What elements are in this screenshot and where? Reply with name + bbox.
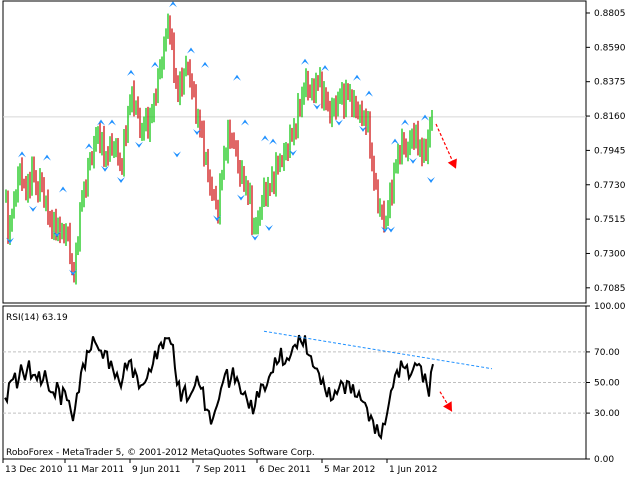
- fractal-up-marker: [85, 143, 93, 150]
- fractal-up-marker: [201, 61, 209, 68]
- fractal-down-marker: [251, 234, 259, 241]
- fractal-down-marker: [313, 103, 321, 110]
- fractal-up-marker: [169, 1, 177, 8]
- candlestick-series: [5, 13, 433, 285]
- fractal-down-marker: [381, 226, 389, 233]
- fractal-up-marker: [241, 119, 249, 126]
- price-y-tick-label: 0.8590: [594, 43, 626, 53]
- fractal-up-marker: [97, 119, 105, 126]
- fractal-up-marker: [401, 119, 409, 126]
- fractal-down-marker: [409, 157, 417, 164]
- rsi-trendline: [263, 330, 493, 370]
- rsi-forecast-arrow: [439, 391, 453, 412]
- rsi-forecast-arrow-head: [443, 401, 452, 412]
- rsi-y-axis: 100.00 70.00 50.00 30.00 0.00: [586, 302, 626, 465]
- time-tick-label: 13 Dec 2010: [5, 465, 63, 475]
- fractal-up-marker: [59, 186, 67, 193]
- time-tick-label: 9 Jun 2011: [132, 465, 180, 475]
- fractal-up-marker: [421, 114, 429, 121]
- fractal-up-marker: [353, 74, 361, 81]
- fractal-up-marker: [261, 135, 269, 142]
- time-tick-label: 7 Sep 2011: [195, 465, 246, 475]
- fractal-down-marker: [265, 224, 273, 231]
- time-tick-label: 6 Dec 2011: [259, 465, 311, 475]
- fractal-up-marker: [108, 119, 116, 126]
- fractal-markers: [6, 1, 435, 276]
- fractal-down-marker: [29, 205, 37, 212]
- fractal-up-marker: [18, 151, 26, 158]
- time-axis: 13 Dec 2010 11 Mar 2011 9 Jun 2011 7 Sep 20…: [2, 459, 437, 475]
- price-panel[interactable]: [2, 0, 587, 304]
- fractal-up-marker: [151, 61, 159, 68]
- fractal-down-marker: [213, 215, 221, 222]
- rsi-path: [4, 334, 434, 441]
- fractal-down-marker: [359, 125, 367, 132]
- fractal-down-marker: [101, 165, 109, 172]
- fractal-up-marker: [127, 69, 135, 76]
- rsi-indicator-label: RSI(14) 63.19: [6, 313, 68, 323]
- time-tick-label: 11 Mar 2011: [67, 465, 124, 475]
- rsi-resistance-trendline: [263, 330, 493, 370]
- price-y-tick-label: 0.7300: [594, 249, 626, 259]
- time-tick-label: 5 Mar 2012: [324, 465, 375, 475]
- fractal-up-marker: [233, 74, 241, 81]
- fractal-down-marker: [117, 176, 125, 183]
- fractal-down-marker: [69, 269, 77, 276]
- rsi-y-tick-label: 70.00: [594, 348, 620, 358]
- price-y-tick-label: 0.7730: [594, 181, 626, 191]
- rsi-y-tick-label: 0.00: [594, 455, 614, 465]
- time-tick-label: 1 Jun 2012: [389, 465, 437, 475]
- price-y-tick-label: 0.8160: [594, 112, 626, 122]
- fractal-up-marker: [43, 154, 51, 161]
- rsi-line: [4, 334, 434, 441]
- fractal-up-marker: [321, 65, 329, 72]
- fractal-down-marker: [193, 129, 201, 136]
- price-y-tick-label: 0.8375: [594, 78, 626, 88]
- fractal-down-marker: [53, 231, 61, 238]
- rsi-forecast-arrow-shaft: [439, 391, 453, 412]
- fractal-up-marker: [391, 138, 399, 145]
- fractal-down-marker: [173, 151, 181, 158]
- price-y-tick-label: 0.7085: [594, 284, 626, 294]
- fractal-down-marker: [6, 237, 14, 244]
- price-forecast-arrow: [435, 123, 457, 170]
- price-forecast-arrow-head: [447, 158, 457, 169]
- fractal-down-marker: [387, 226, 395, 233]
- fractal-down-marker: [289, 149, 297, 156]
- price-y-tick-label: 0.7945: [594, 146, 626, 156]
- price-y-tick-label: 0.8805: [594, 9, 626, 19]
- rsi-y-tick-label: 100.00: [594, 302, 626, 312]
- rsi-y-tick-label: 30.00: [594, 409, 620, 419]
- fractal-down-marker: [135, 141, 143, 148]
- fractal-up-marker: [301, 58, 309, 65]
- price-y-axis: 0.8805 0.8590 0.8375 0.8160 0.7945 0.7730 0.75…: [586, 9, 626, 294]
- rsi-y-tick-label: 50.00: [594, 379, 620, 389]
- rsi-grid: [3, 351, 586, 414]
- fractal-up-marker: [365, 90, 373, 97]
- fractal-up-marker: [269, 138, 277, 145]
- footer-copyright: RoboForex - MetaTrader 5, © 2001-2012 Me…: [6, 448, 315, 458]
- fractal-down-marker: [237, 194, 245, 201]
- fractal-down-marker: [427, 176, 435, 183]
- fractal-up-marker: [187, 47, 195, 54]
- fractal-down-marker: [335, 119, 343, 126]
- price-y-tick-label: 0.7515: [594, 215, 626, 225]
